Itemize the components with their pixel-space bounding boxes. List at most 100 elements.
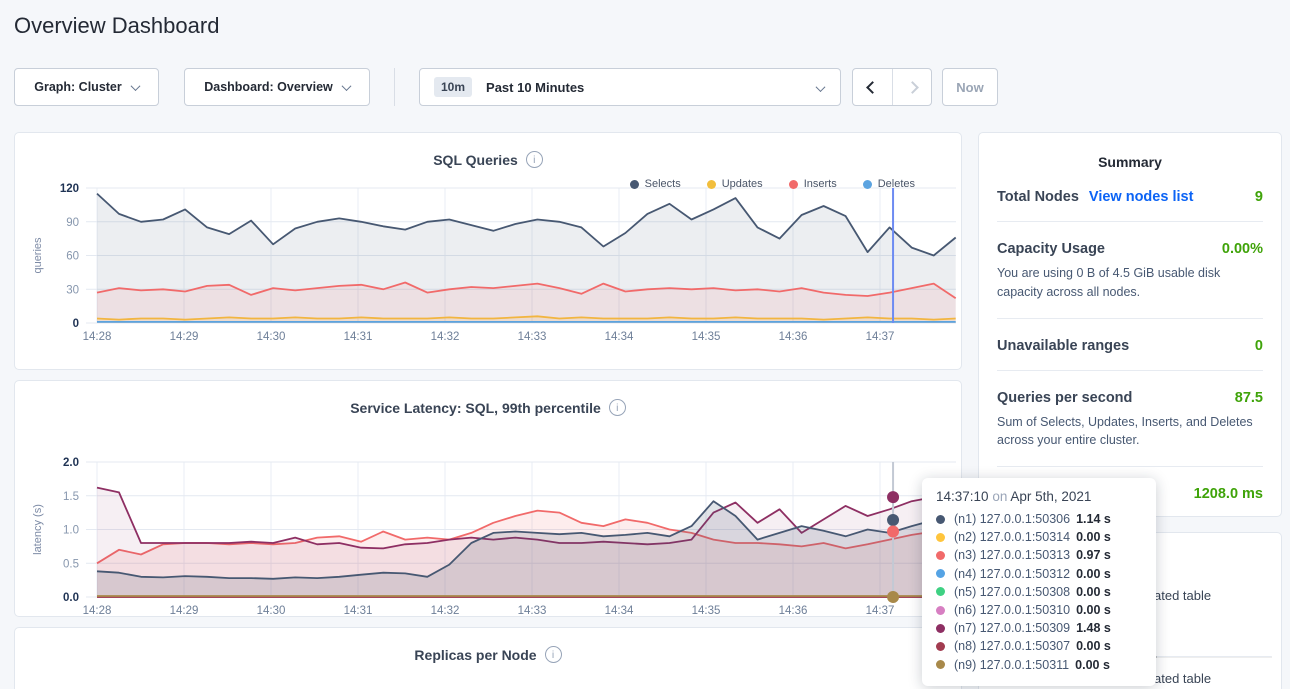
dashboard-dropdown[interactable]: Dashboard: Overview xyxy=(184,68,370,106)
svg-text:14:36: 14:36 xyxy=(779,605,808,617)
time-prev-button[interactable] xyxy=(853,69,892,105)
legend-label: Selects xyxy=(645,178,681,190)
svg-text:1.5: 1.5 xyxy=(63,491,79,503)
svg-text:0.0: 0.0 xyxy=(63,592,79,604)
node-color-dot-icon xyxy=(936,606,945,615)
capacity-value: 0.00% xyxy=(1222,241,1263,257)
node-value: 0.00 s xyxy=(1076,567,1111,581)
info-icon[interactable]: i xyxy=(526,151,543,168)
node-color-dot-icon xyxy=(936,642,945,651)
tooltip-date: Apr 5th, 2021 xyxy=(1010,489,1091,504)
event-item[interactable]: ated table xyxy=(1154,588,1211,603)
svg-text:14:29: 14:29 xyxy=(170,605,199,617)
divider xyxy=(997,466,1263,467)
chevron-down-icon xyxy=(341,81,351,91)
svg-text:14:37: 14:37 xyxy=(866,605,895,617)
svg-text:14:33: 14:33 xyxy=(518,331,547,343)
legend-dot-icon xyxy=(630,180,639,189)
p99-latency-value: 1208.0 ms xyxy=(1194,486,1263,502)
node-address: (n8) 127.0.0.1:50307 xyxy=(954,639,1070,653)
tooltip-node-row: (n8) 127.0.0.1:50307 0.00 s xyxy=(936,637,1142,655)
svg-text:120: 120 xyxy=(60,183,79,195)
now-button[interactable]: Now xyxy=(942,68,998,106)
summary-row-total-nodes: Total Nodes View nodes list 9 xyxy=(997,189,1263,205)
chevron-down-icon xyxy=(130,81,140,91)
sql-queries-chart-card: SQL Queries i Selects Updates Inserts Delet… xyxy=(14,132,962,370)
node-value: 0.97 s xyxy=(1076,548,1111,562)
svg-text:2.0: 2.0 xyxy=(63,457,79,469)
svg-text:14:28: 14:28 xyxy=(83,331,112,343)
node-color-dot-icon xyxy=(936,569,945,578)
tooltip-node-row: (n6) 127.0.0.1:503100.00 s xyxy=(936,601,1142,619)
total-nodes-value: 9 xyxy=(1255,189,1263,205)
legend-dot-icon xyxy=(789,180,798,189)
chart-title: Service Latency: SQL, 99th percentile xyxy=(350,400,601,416)
tooltip-node-rows: (n1) 127.0.0.1:503061.14 s(n2) 127.0.0.1… xyxy=(936,510,1142,674)
node-value: 0.00 s xyxy=(1076,585,1111,599)
svg-text:14:32: 14:32 xyxy=(431,331,460,343)
unavailable-ranges-label: Unavailable ranges xyxy=(997,338,1129,354)
page-title: Overview Dashboard xyxy=(14,13,219,39)
view-nodes-list-link[interactable]: View nodes list xyxy=(1089,189,1194,205)
legend-item[interactable]: Deletes xyxy=(863,178,915,190)
graph-dropdown[interactable]: Graph: Cluster xyxy=(14,68,159,106)
node-color-dot-icon xyxy=(936,551,945,560)
svg-text:14:36: 14:36 xyxy=(779,331,808,343)
total-nodes-label: Total Nodes xyxy=(997,189,1079,205)
qps-label: Queries per second xyxy=(997,390,1132,406)
sql-queries-chart[interactable]: 14:2814:2914:3014:3114:3214:3314:3414:35… xyxy=(15,179,963,351)
node-address: (n6) 127.0.0.1:50310 xyxy=(954,603,1070,617)
overview-dashboard-page: Overview Dashboard Graph: Cluster Dashbo… xyxy=(0,0,1290,689)
svg-text:0: 0 xyxy=(73,318,79,330)
capacity-description: You are using 0 B of 4.5 GiB usable disk… xyxy=(997,264,1263,302)
svg-text:14:37: 14:37 xyxy=(866,331,895,343)
time-range-badge: 10m xyxy=(434,77,472,97)
dashboard-dropdown-label: Dashboard: Overview xyxy=(204,80,333,94)
svg-text:14:35: 14:35 xyxy=(692,331,721,343)
legend-item[interactable]: Inserts xyxy=(789,178,837,190)
chart-title: SQL Queries xyxy=(433,152,518,168)
node-color-dot-icon xyxy=(936,533,945,542)
svg-text:14:28: 14:28 xyxy=(83,605,112,617)
legend-dot-icon xyxy=(863,180,872,189)
tooltip-node-row: (n3) 127.0.0.1:50313 0.97 s xyxy=(936,546,1142,564)
legend-label: Updates xyxy=(722,178,763,190)
node-address: (n1) 127.0.0.1:50306 xyxy=(954,512,1070,526)
time-range-label: Past 10 Minutes xyxy=(486,80,584,95)
legend-item[interactable]: Selects xyxy=(630,178,681,190)
tooltip-timestamp: 14:37:10 on Apr 5th, 2021 xyxy=(936,489,1142,504)
qps-value: 87.5 xyxy=(1235,390,1263,406)
event-item[interactable]: ated table xyxy=(1154,671,1211,686)
tooltip-node-row: (n7) 127.0.0.1:503091.48 s xyxy=(936,619,1142,637)
chevron-left-icon xyxy=(866,81,879,94)
node-value: 0.00 s xyxy=(1076,639,1111,653)
tooltip-on: on xyxy=(992,489,1007,504)
tooltip-node-row: (n9) 127.0.0.1:503110.00 s xyxy=(936,656,1142,674)
tooltip-time: 14:37:10 xyxy=(936,489,989,504)
svg-text:14:30: 14:30 xyxy=(257,605,286,617)
svg-text:14:30: 14:30 xyxy=(257,331,286,343)
info-icon[interactable]: i xyxy=(609,399,626,416)
node-address: (n2) 127.0.0.1:50314 xyxy=(954,530,1070,544)
divider xyxy=(997,370,1263,371)
legend-label: Deletes xyxy=(878,178,915,190)
info-icon[interactable]: i xyxy=(545,646,562,663)
chevron-down-icon xyxy=(816,82,826,92)
svg-text:14:31: 14:31 xyxy=(344,331,373,343)
service-latency-chart[interactable]: 14:2814:2914:3014:3114:3214:3314:3414:35… xyxy=(15,453,963,625)
chevron-right-icon xyxy=(906,81,919,94)
divider xyxy=(997,221,1263,222)
time-range-dropdown[interactable]: 10m Past 10 Minutes xyxy=(419,68,841,106)
chart-legend: Selects Updates Inserts Deletes xyxy=(630,178,915,190)
summary-row-qps: Queries per second 87.5 Sum of Selects, … xyxy=(997,390,1263,451)
node-value: 0.00 s xyxy=(1076,530,1111,544)
node-color-dot-icon xyxy=(936,515,945,524)
tooltip-node-row: (n5) 127.0.0.1:503080.00 s xyxy=(936,583,1142,601)
service-latency-chart-card: Service Latency: SQL, 99th percentile i … xyxy=(14,380,962,617)
controls-divider xyxy=(394,68,395,106)
node-color-dot-icon xyxy=(936,660,945,669)
legend-item[interactable]: Updates xyxy=(707,178,763,190)
node-address: (n3) 127.0.0.1:50313 xyxy=(954,548,1070,562)
svg-text:14:34: 14:34 xyxy=(605,605,634,617)
time-next-button[interactable] xyxy=(892,69,931,105)
